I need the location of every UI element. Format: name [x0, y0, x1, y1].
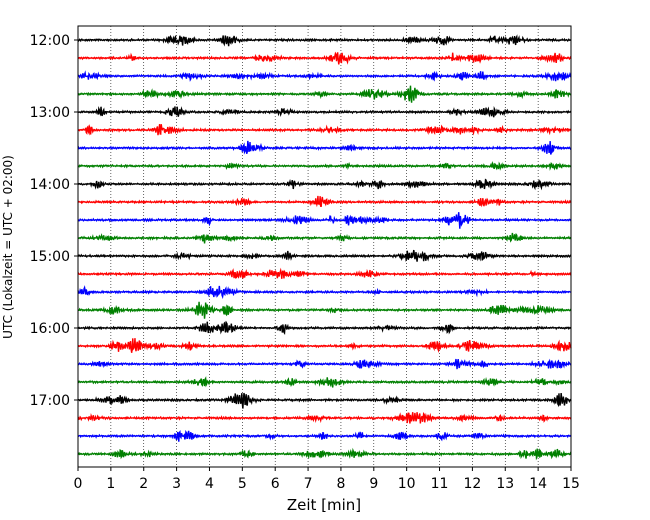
- y-tick-label: 14:00: [30, 177, 70, 193]
- trace-1400: [77, 178, 572, 191]
- trace-1345: [77, 160, 572, 171]
- x-axis-ticks: 0 1 2 3 4 5 6 7 8 9 10 11 12 13 14 15: [74, 467, 580, 492]
- x-tick-label: 10: [398, 476, 416, 492]
- x-tick-label: 7: [304, 476, 313, 492]
- x-tick-label: 6: [271, 476, 280, 492]
- x-tick-label: 14: [529, 476, 547, 492]
- y-tick-label: 12:00: [30, 33, 70, 49]
- x-tick-label: 4: [205, 476, 214, 492]
- y-tick-label: 17:00: [30, 393, 70, 409]
- x-tick-label: 11: [431, 476, 449, 492]
- x-tick-label: 1: [106, 476, 115, 492]
- y-tick-label: 13:00: [30, 105, 70, 121]
- trace-1445: [77, 232, 572, 244]
- x-tick-label: 5: [238, 476, 247, 492]
- x-tick-label: 12: [463, 476, 481, 492]
- x-axis-label: Zeit [min]: [287, 496, 361, 514]
- trace-1700: [77, 392, 572, 409]
- trace-1315: [77, 124, 572, 136]
- trace-1745: [77, 447, 572, 461]
- trace-1500: [77, 249, 572, 263]
- trace-1300: [77, 106, 572, 118]
- x-tick-label: 0: [74, 476, 83, 492]
- y-tick-label: 16:00: [30, 321, 70, 337]
- trace-1200: [77, 34, 572, 47]
- x-tick-label: 8: [336, 476, 345, 492]
- x-tick-label: 3: [172, 476, 181, 492]
- x-tick-label: 13: [496, 476, 514, 492]
- trace-1715: [77, 412, 572, 424]
- trace-1730: [77, 429, 572, 442]
- trace-1415: [77, 195, 572, 208]
- trace-1515: [77, 267, 572, 279]
- trace-1645: [77, 376, 572, 388]
- trace-1430: [77, 212, 572, 229]
- x-tick-label: 2: [139, 476, 148, 492]
- trace-1215: [77, 51, 572, 65]
- y-axis-ticks: 12:00 13:00 14:00 15:00 16:00 17:00: [30, 33, 78, 409]
- trace-1615: [77, 338, 572, 353]
- trace-1545: [77, 301, 572, 319]
- x-tick-label: 15: [562, 476, 580, 492]
- trace-1230: [77, 70, 572, 82]
- y-tick-label: 15:00: [30, 249, 70, 265]
- trace-group: [77, 34, 572, 461]
- x-tick-label: 9: [369, 476, 378, 492]
- plot-frame: [77, 25, 572, 468]
- trace-1600: [77, 320, 572, 336]
- trace-1530: [77, 285, 572, 300]
- trace-1630: [77, 358, 572, 370]
- trace-1330: [77, 140, 572, 155]
- trace-1245: [77, 85, 572, 103]
- y-axis-label: UTC (Lokalzeit = UTC + 02:00): [1, 155, 15, 339]
